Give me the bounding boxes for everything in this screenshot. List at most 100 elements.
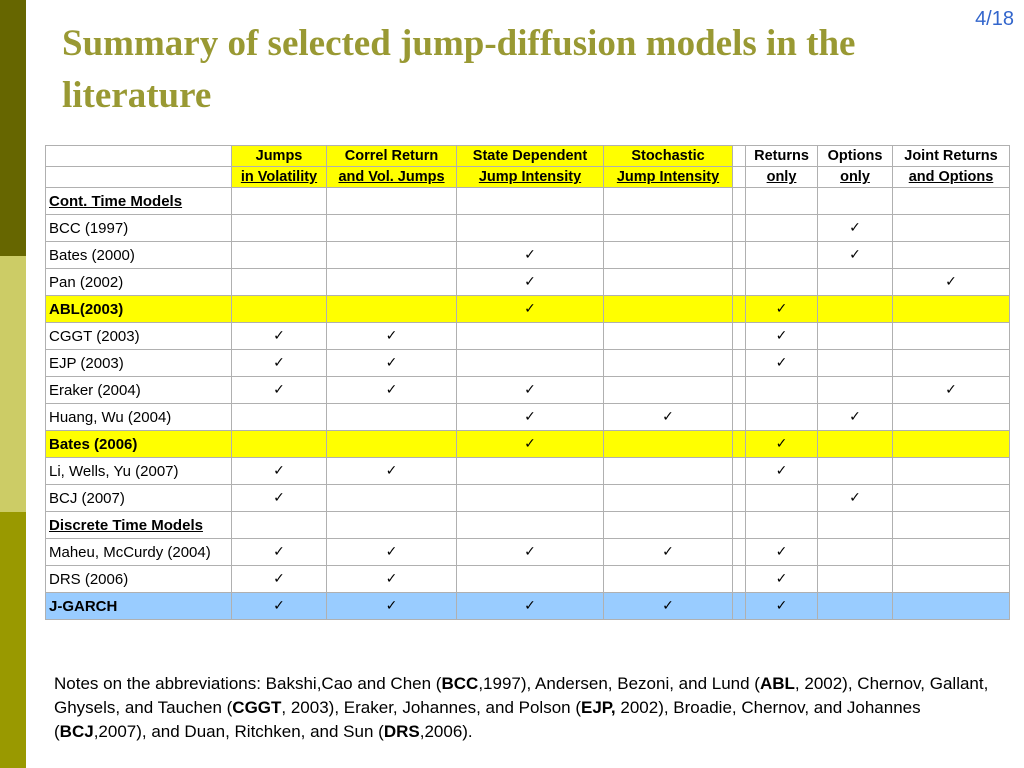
- header-jumps-vol: Jumps: [231, 145, 327, 167]
- cell-correl: [326, 295, 457, 323]
- checkmark-icon: ✓: [273, 382, 285, 398]
- header-corner: [45, 145, 232, 167]
- cell-stochastic: ✓: [603, 592, 733, 620]
- table-row: Bates (2006) ✓ ✓: [45, 430, 1010, 458]
- cell-jumps-vol: ✓: [231, 484, 327, 512]
- slide-title: Summary of selected jump-diffusion model…: [62, 23, 856, 116]
- table-row: DRS (2006) ✓ ✓ ✓: [45, 565, 1010, 593]
- cell-returns: ✓: [745, 295, 818, 323]
- checkmark-icon: ✓: [775, 463, 788, 479]
- cell-correl: ✓: [326, 592, 457, 620]
- cell-jumps-vol: ✓: [231, 322, 327, 350]
- cell-correl: ✓: [326, 457, 457, 485]
- cell-state-dep: ✓: [456, 376, 604, 404]
- cell-stochastic: [603, 484, 733, 512]
- checkmark-icon: ✓: [945, 382, 957, 398]
- cell-state-dep: [456, 484, 604, 512]
- checkmark-icon: ✓: [849, 247, 861, 263]
- cell-options: [817, 322, 893, 350]
- cell-options: [817, 268, 893, 296]
- cell-joint: [892, 295, 1010, 323]
- table-row: BCJ (2007) ✓ ✓: [45, 484, 1010, 512]
- cell-jumps-vol: [231, 511, 327, 539]
- notes-text: , 2002), Chernov, Gallant, Ghysels, and …: [54, 674, 989, 717]
- cell-returns: ✓: [745, 430, 818, 458]
- cell-options: ✓: [817, 403, 893, 431]
- header-options-2: only: [817, 166, 893, 188]
- header-returns: Returns: [745, 145, 818, 167]
- cell-jumps-vol: [231, 187, 327, 215]
- checkmark-icon: ✓: [385, 328, 398, 344]
- cell-joint: [892, 511, 1010, 539]
- cell-returns: ✓: [745, 565, 818, 593]
- model-name: Eraker (2004): [45, 376, 232, 404]
- checkmark-icon: ✓: [662, 544, 674, 560]
- cell-options: [817, 592, 893, 620]
- header-stochastic: Stochastic: [603, 145, 733, 167]
- checkmark-icon: ✓: [775, 571, 788, 587]
- notes-text: , 2003), Eraker, Johannes, and Polson (: [281, 698, 581, 717]
- cell-joint: [892, 349, 1010, 377]
- cell-correl: [326, 511, 457, 539]
- cell-options: [817, 187, 893, 215]
- cell-stochastic: [603, 241, 733, 269]
- table-row: Li, Wells, Yu (2007) ✓ ✓ ✓: [45, 457, 1010, 485]
- header-row-1: Jumps Correl Return State Dependent Stoc…: [45, 145, 1010, 167]
- cell-returns: [745, 403, 818, 431]
- model-name: Bates (2000): [45, 241, 232, 269]
- cell-correl: [326, 484, 457, 512]
- separator-cell: [732, 565, 746, 593]
- cell-stochastic: [603, 187, 733, 215]
- cell-correl: ✓: [326, 322, 457, 350]
- cell-joint: [892, 241, 1010, 269]
- cell-jumps-vol: [231, 241, 327, 269]
- page-number: 4/18: [975, 8, 1014, 30]
- cell-options: [817, 511, 893, 539]
- model-name: Maheu, McCurdy (2004): [45, 538, 232, 566]
- checkmark-icon: ✓: [273, 571, 285, 587]
- cell-options: [817, 430, 893, 458]
- cell-correl: [326, 430, 457, 458]
- checkmark-icon: ✓: [385, 382, 398, 398]
- cell-state-dep: ✓: [456, 403, 604, 431]
- cell-stochastic: ✓: [603, 538, 733, 566]
- separator-cell: [732, 511, 746, 539]
- checkmark-icon: ✓: [775, 301, 788, 317]
- cell-jumps-vol: [231, 214, 327, 242]
- cell-options: [817, 457, 893, 485]
- cell-jumps-vol: ✓: [231, 592, 327, 620]
- separator-cell: [732, 538, 746, 566]
- checkmark-icon: ✓: [385, 355, 398, 371]
- checkmark-icon: ✓: [524, 409, 536, 425]
- separator-cell: [732, 214, 746, 242]
- table-row: Huang, Wu (2004) ✓ ✓ ✓: [45, 403, 1010, 431]
- separator-cell: [732, 403, 746, 431]
- table-row: Bates (2000) ✓ ✓: [45, 241, 1010, 269]
- cell-correl: [326, 403, 457, 431]
- model-name: BCC (1997): [45, 214, 232, 242]
- cell-state-dep: [456, 349, 604, 377]
- checkmark-icon: ✓: [385, 544, 398, 560]
- cell-returns: [745, 214, 818, 242]
- model-name: Pan (2002): [45, 268, 232, 296]
- model-name: ABL(2003): [45, 295, 232, 323]
- cell-stochastic: ✓: [603, 403, 733, 431]
- cell-joint: [892, 457, 1010, 485]
- cell-stochastic: [603, 565, 733, 593]
- header-correl: Correl Return: [326, 145, 457, 167]
- checkmark-icon: ✓: [945, 274, 957, 290]
- checkmark-icon: ✓: [385, 571, 398, 587]
- cell-returns: [745, 484, 818, 512]
- table-row: J-GARCH ✓ ✓ ✓ ✓ ✓: [45, 592, 1010, 620]
- checkmark-icon: ✓: [775, 544, 788, 560]
- models-table-body: Jumps Correl Return State Dependent Stoc…: [45, 145, 1010, 620]
- cell-returns: ✓: [745, 592, 818, 620]
- cell-options: ✓: [817, 214, 893, 242]
- cell-state-dep: ✓: [456, 592, 604, 620]
- cell-state-dep: [456, 187, 604, 215]
- cell-options: ✓: [817, 484, 893, 512]
- table-row: Eraker (2004) ✓ ✓ ✓ ✓: [45, 376, 1010, 404]
- header-correl-2: and Vol. Jumps: [326, 166, 457, 188]
- cell-jumps-vol: ✓: [231, 538, 327, 566]
- cell-state-dep: ✓: [456, 241, 604, 269]
